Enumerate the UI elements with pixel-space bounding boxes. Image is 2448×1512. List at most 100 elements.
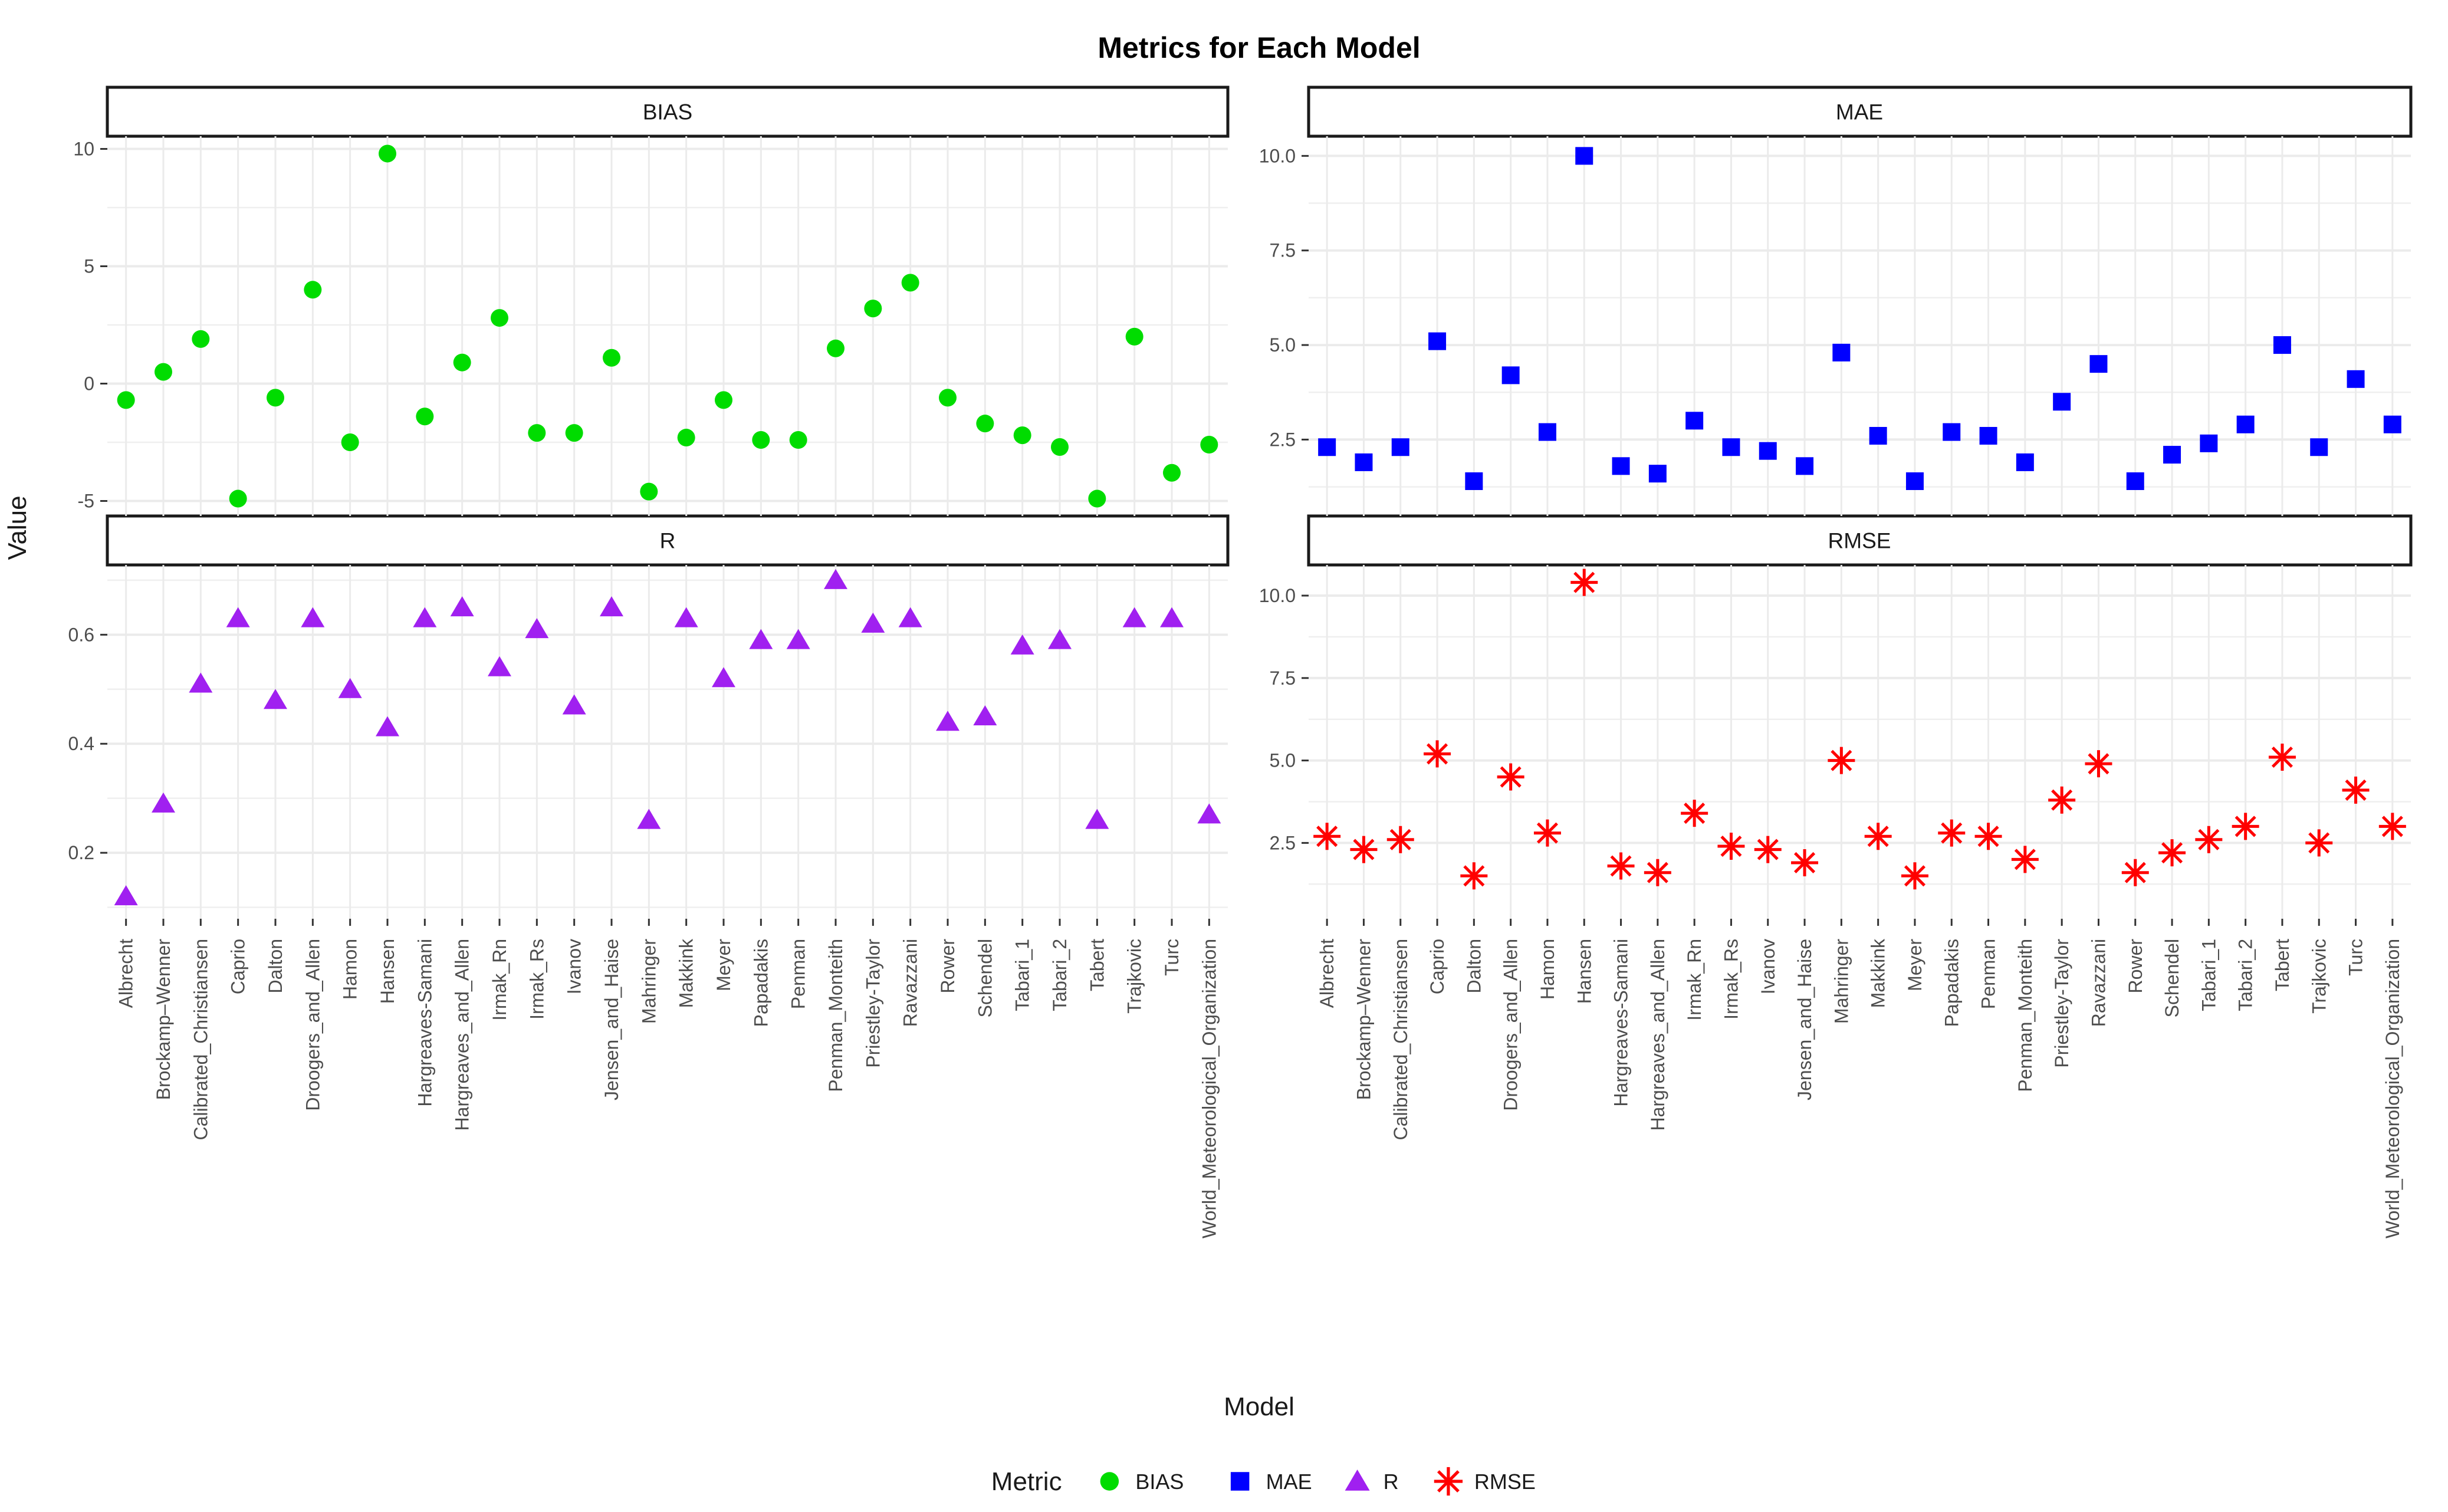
x-tick-label: Caprio xyxy=(228,939,249,994)
y-tick-label: 0.6 xyxy=(68,624,94,645)
data-point xyxy=(1943,423,1961,441)
data-point xyxy=(413,607,437,627)
asterisk-arm xyxy=(1437,1470,1460,1493)
data-point xyxy=(786,629,810,649)
data-point xyxy=(2347,370,2365,388)
x-tick-label: Penman xyxy=(1978,939,1999,1009)
x-tick-label: Irmak_Rs xyxy=(1720,939,1741,1020)
data-point xyxy=(715,391,732,409)
x-tick-label: Caprio xyxy=(1427,939,1448,994)
data-point xyxy=(1717,832,1745,860)
data-point xyxy=(2048,786,2076,814)
asterisk-arm xyxy=(1500,766,1522,788)
data-point xyxy=(1538,423,1556,441)
data-point xyxy=(1122,607,1146,627)
data-point xyxy=(1160,607,1184,627)
data-point xyxy=(488,656,511,676)
x-tick-label: Papadakis xyxy=(1941,939,1962,1027)
data-point xyxy=(1048,629,1072,649)
x-tick-label: Ivanov xyxy=(1757,939,1779,994)
data-point xyxy=(2305,829,2333,857)
asterisk-arm xyxy=(1316,826,1338,847)
data-point xyxy=(1974,823,2002,850)
data-point xyxy=(2342,776,2370,804)
data-point xyxy=(1575,147,1593,165)
data-point xyxy=(2163,446,2181,464)
x-tick-label: Meyer xyxy=(1904,939,1925,991)
data-point xyxy=(1570,568,1598,596)
x-tick-label: Meyer xyxy=(713,939,734,991)
x-tick-label: Hargreaves_and_Allen xyxy=(1647,939,1668,1131)
data-point xyxy=(155,363,172,381)
x-tick-label: Irmak_Rs xyxy=(526,939,547,1020)
data-point xyxy=(1644,859,1671,886)
data-point xyxy=(192,330,210,348)
asterisk-arm xyxy=(2345,779,2367,801)
strip-label-mae: MAE xyxy=(1836,100,1883,124)
asterisk-arm xyxy=(2308,832,2330,854)
data-point xyxy=(301,607,325,627)
data-point xyxy=(304,281,322,299)
data-point xyxy=(1200,436,1218,454)
data-point xyxy=(939,389,957,407)
data-point xyxy=(898,607,922,627)
data-point xyxy=(1681,800,1708,827)
x-tick-label: Brockamp–Wenner xyxy=(1353,939,1374,1100)
data-point xyxy=(1318,438,1336,456)
data-point xyxy=(827,339,845,357)
x-tick-label: Tabari_2 xyxy=(2235,939,2256,1011)
y-axis-title: Value xyxy=(3,495,32,560)
data-point xyxy=(229,489,247,508)
y-tick-label: 0.4 xyxy=(68,733,94,754)
data-point xyxy=(1051,438,1069,456)
y-tick-label: 7.5 xyxy=(1270,668,1296,689)
asterisk-arm xyxy=(1353,839,1375,860)
data-point xyxy=(677,429,695,447)
data-point xyxy=(976,415,994,433)
data-point xyxy=(379,144,396,163)
asterisk-arm xyxy=(2235,816,2256,837)
x-tick-label: Droogers_and_Allen xyxy=(1500,939,1522,1111)
data-point xyxy=(2016,453,2034,471)
x-tick-label: Tabari_1 xyxy=(2198,939,2219,1011)
data-point xyxy=(1088,489,1106,508)
x-tick-label: Rower xyxy=(2125,939,2146,994)
y-tick-label: 10.0 xyxy=(1259,145,1296,166)
data-point xyxy=(1938,819,1966,847)
legend-entry-label: MAE xyxy=(1266,1470,1312,1494)
data-point xyxy=(674,607,698,627)
asterisk-arm xyxy=(1610,855,1632,877)
facet-strip-bias: BIAS xyxy=(106,86,1230,138)
asterisk-arm xyxy=(1757,839,1779,860)
x-tick-label: Trajkovic xyxy=(2308,939,2329,1014)
x-tick-label: Calibrated_Christiansen xyxy=(1390,939,1411,1140)
data-point xyxy=(1434,1467,1463,1496)
data-point xyxy=(1759,442,1777,460)
asterisk-arm xyxy=(1684,803,1706,824)
x-tick-label: Hargreaves-Samani xyxy=(1611,939,1632,1107)
legend-entry-label: R xyxy=(1384,1470,1399,1494)
data-point xyxy=(901,274,919,292)
data-point xyxy=(1460,862,1488,890)
asterisk-arm xyxy=(2051,789,2073,811)
x-tick-label: Ravazzani xyxy=(900,939,921,1027)
data-point xyxy=(1722,438,1740,456)
data-point xyxy=(2158,839,2186,867)
data-point xyxy=(450,596,474,617)
data-points-layer xyxy=(114,144,2406,906)
asterisk-arm xyxy=(2124,862,2146,883)
x-tick-label: Schendel xyxy=(974,939,995,1017)
y-tick-label: 7.5 xyxy=(1270,240,1296,261)
legend-title: Metric xyxy=(991,1467,1062,1496)
x-tick-label: Trajkovic xyxy=(1124,939,1145,1014)
data-point xyxy=(1828,747,1855,774)
data-point xyxy=(1010,634,1034,655)
x-tick-label: Hansen xyxy=(1573,939,1595,1004)
data-point xyxy=(2310,438,2328,456)
x-tick-label: Tabari_2 xyxy=(1049,939,1070,1011)
data-point xyxy=(376,716,399,737)
page-title: Metrics for Each Model xyxy=(1098,31,1420,64)
data-point xyxy=(1230,1472,1250,1491)
